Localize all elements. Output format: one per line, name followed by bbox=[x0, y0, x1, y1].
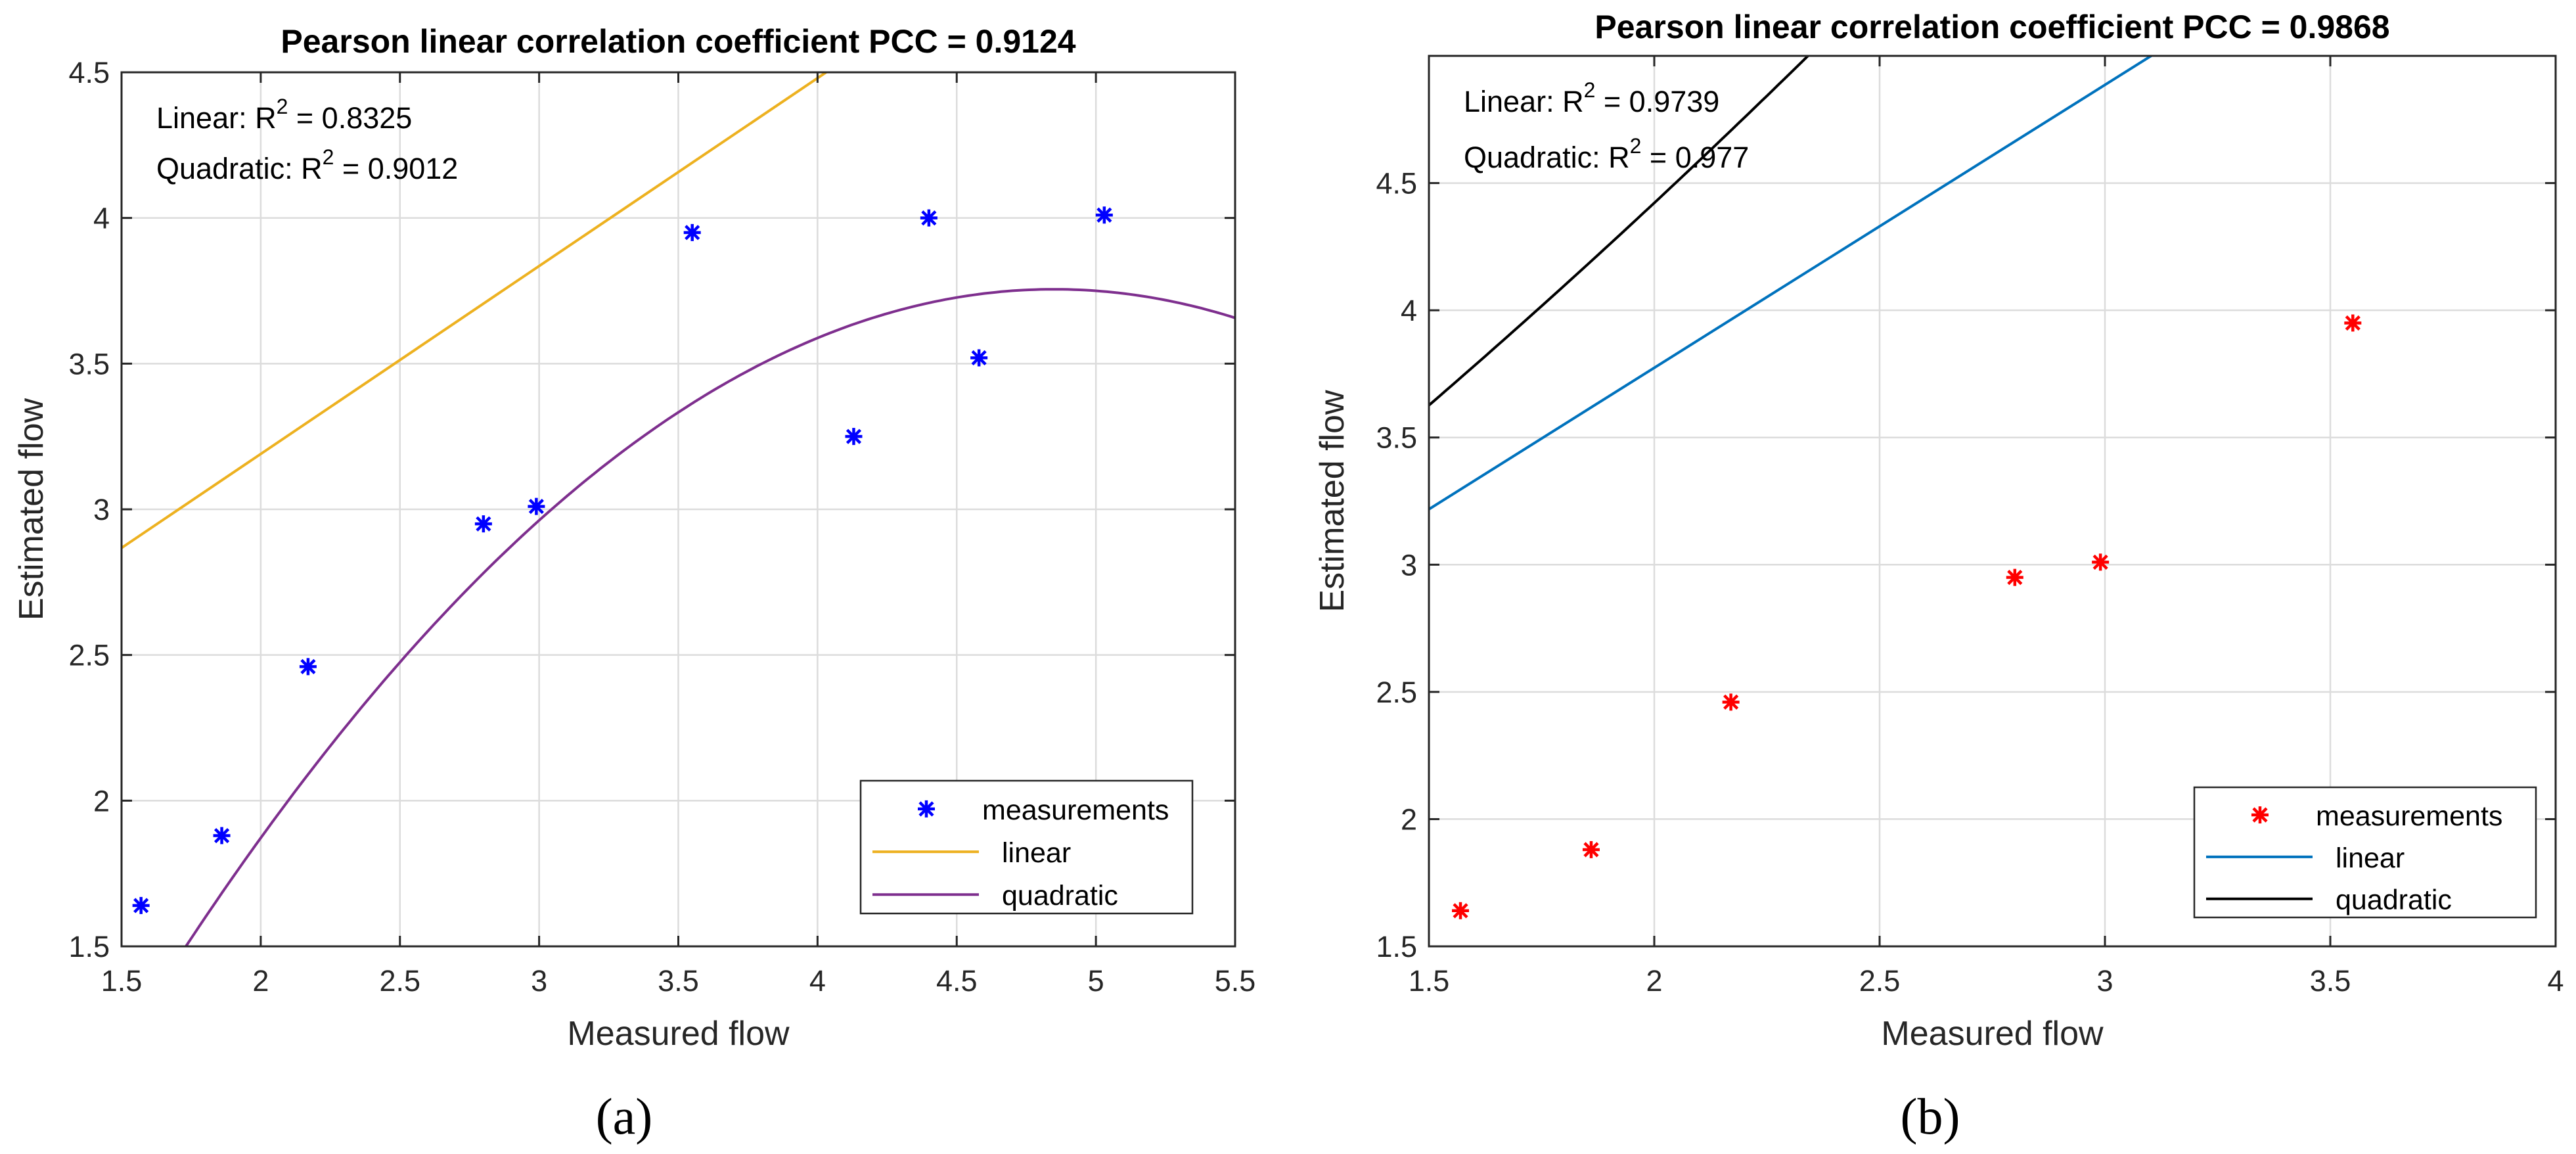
y-tick-label: 1.5 bbox=[1376, 930, 1417, 963]
annotation-value: = 0.9739 bbox=[1595, 85, 1719, 118]
measurement-point bbox=[132, 896, 150, 914]
y-tick-label: 3 bbox=[93, 493, 110, 526]
x-tick-label: 4 bbox=[2547, 964, 2564, 998]
annotation-value: = 0.9012 bbox=[334, 152, 458, 185]
annotation-value: = 0.977 bbox=[1641, 141, 1749, 174]
x-tick-label: 4 bbox=[809, 964, 826, 998]
legend-box bbox=[859, 779, 1194, 915]
legend-label-measurements: measurements bbox=[2316, 800, 2502, 832]
annotation-superscript: 2 bbox=[1630, 134, 1642, 158]
x-axis-label: Measured flow bbox=[1881, 1015, 2104, 1053]
quadratic-fit-curve bbox=[184, 288, 1235, 946]
measurement-point bbox=[1722, 693, 1740, 711]
legend-label-quadratic: quadratic bbox=[2336, 885, 2452, 916]
x-tick-label: 1.5 bbox=[1409, 964, 1450, 998]
x-axis-label: Measured flow bbox=[567, 1015, 790, 1053]
x-tick-label: 5 bbox=[1088, 964, 1104, 998]
legend-box bbox=[2193, 786, 2537, 919]
annotation-prefix: Linear: R bbox=[1464, 85, 1584, 118]
measurement-point bbox=[2006, 568, 2023, 586]
annotation-superscript: 2 bbox=[1584, 78, 1596, 102]
y-tick-label: 2.5 bbox=[1376, 676, 1417, 709]
linear-fit-line bbox=[122, 72, 829, 549]
annotation-superscript: 2 bbox=[277, 95, 288, 118]
measurement-point bbox=[1582, 841, 1600, 858]
legend-marker-measurements bbox=[918, 800, 935, 818]
chart-a: 1.5 2 2.5 3 3.5 4 4.5 5 5.5 1.5 2 2.5 3 3.5 4 4.5 Pearso… bbox=[12, 23, 1256, 1145]
measurement-point bbox=[528, 497, 545, 515]
y-tick-label: 3 bbox=[1401, 548, 1417, 582]
measurement-point bbox=[920, 209, 938, 227]
legend-label-quadratic: quadratic bbox=[1002, 880, 1118, 912]
annotation-prefix: Linear: R bbox=[156, 101, 277, 135]
x-tick-label: 2.5 bbox=[379, 964, 420, 998]
y-axis-label: Estimated flow bbox=[1313, 390, 1351, 612]
chart-b: 1.5 2 2.5 3 3.5 4 1.5 2 2.5 3 3.5 4 4.5 Pearson linea… bbox=[1313, 9, 2564, 1145]
measurement-point bbox=[2344, 314, 2362, 332]
measurement-point bbox=[683, 223, 701, 241]
linear-r2-annotation: Linear: R2 = 0.9739 bbox=[1464, 78, 1719, 118]
x-tick-label: 4.5 bbox=[936, 964, 978, 998]
y-tick-label: 4.5 bbox=[68, 56, 110, 89]
quadratic-r2-annotation: Quadratic: R2 = 0.977 bbox=[1464, 134, 1749, 174]
measurement-point bbox=[970, 349, 988, 367]
annotation-superscript: 2 bbox=[323, 145, 334, 169]
measurement-point bbox=[474, 515, 492, 533]
subfigure-caption: (a) bbox=[596, 1088, 653, 1145]
x-tick-label: 3.5 bbox=[2310, 964, 2351, 998]
measurement-point bbox=[1452, 902, 1470, 919]
y-tick-label: 2 bbox=[1401, 802, 1417, 836]
x-tick-label: 2.5 bbox=[1859, 964, 1901, 998]
y-tick-label: 4 bbox=[93, 202, 110, 235]
legend: measurements linear quadratic bbox=[2193, 786, 2537, 919]
annotation-prefix: Quadratic: R bbox=[156, 152, 323, 185]
subfigure-caption: (b) bbox=[1901, 1088, 1960, 1145]
x-tick-label: 5.5 bbox=[1215, 964, 1256, 998]
linear-fit-line bbox=[1429, 56, 2154, 511]
legend-label-linear: linear bbox=[1002, 837, 1071, 869]
quadratic-r2-annotation: Quadratic: R2 = 0.9012 bbox=[156, 145, 458, 185]
legend-label-linear: linear bbox=[2336, 842, 2405, 874]
annotation-value: = 0.8325 bbox=[288, 101, 412, 135]
legend: measurements linear quadratic bbox=[859, 779, 1194, 915]
y-axis-label: Estimated flow bbox=[12, 398, 51, 620]
y-tick-label: 2 bbox=[93, 784, 110, 818]
x-tick-label: 1.5 bbox=[101, 964, 143, 998]
quadratic-fit-curve bbox=[1429, 56, 1810, 407]
x-tick-label: 2 bbox=[1646, 964, 1662, 998]
measurement-point bbox=[2092, 553, 2110, 571]
x-tick-label: 3 bbox=[2096, 964, 2113, 998]
y-tick-label: 3.5 bbox=[68, 347, 110, 381]
y-tick-label: 2.5 bbox=[68, 639, 110, 672]
axes-box bbox=[1428, 55, 2557, 948]
legend-label-measurements: measurements bbox=[982, 795, 1169, 826]
measurement-point bbox=[845, 428, 863, 446]
x-tick-label: 2 bbox=[252, 964, 269, 998]
y-tick-label: 1.5 bbox=[68, 930, 110, 963]
chart-title: Pearson linear correlation coefficient P… bbox=[1594, 9, 2389, 45]
linear-r2-annotation: Linear: R2 = 0.8325 bbox=[156, 95, 412, 135]
measurement-point bbox=[213, 827, 231, 844]
chart-title: Pearson linear correlation coefficient P… bbox=[281, 23, 1075, 60]
annotation-prefix: Quadratic: R bbox=[1464, 141, 1630, 174]
y-tick-label: 3.5 bbox=[1376, 421, 1417, 455]
legend-marker-measurements bbox=[2251, 806, 2269, 823]
measurement-point bbox=[299, 658, 317, 676]
x-tick-label: 3 bbox=[531, 964, 547, 998]
x-tick-label: 3.5 bbox=[658, 964, 699, 998]
measurement-point bbox=[1095, 206, 1113, 224]
y-tick-label: 4 bbox=[1401, 294, 1417, 327]
y-tick-label: 4.5 bbox=[1376, 167, 1417, 200]
